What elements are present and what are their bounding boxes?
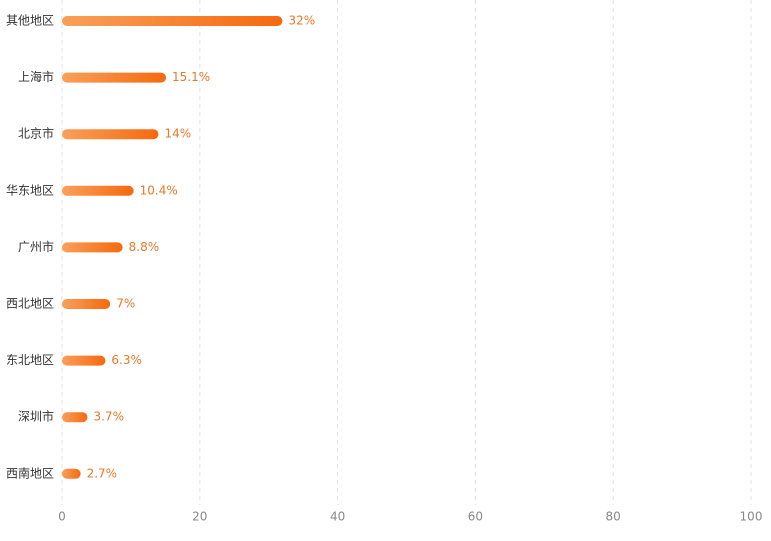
y-tick-label: 北京市	[18, 126, 54, 141]
x-tick-label: 60	[468, 510, 483, 524]
bar	[62, 355, 106, 366]
bar	[62, 16, 283, 26]
value-label: 10.4%	[140, 183, 178, 197]
value-label: 14%	[164, 127, 191, 141]
value-label: 8.8%	[129, 240, 160, 254]
bar	[62, 242, 123, 253]
y-tick-label: 西南地区	[6, 465, 54, 480]
y-tick-label: 深圳市	[18, 409, 54, 424]
x-tick-label: 0	[58, 510, 66, 524]
bar	[62, 72, 167, 83]
x-tick-label: 80	[606, 510, 621, 524]
y-tick-label: 西北地区	[6, 297, 54, 311]
y-tick-label: 东北地区	[6, 353, 54, 367]
y-tick-label: 广州市	[18, 239, 54, 254]
x-tick-label: 20	[192, 510, 207, 524]
value-label: 3.7%	[93, 410, 124, 424]
x-tick-label: 40	[330, 510, 345, 524]
value-label: 15.1%	[172, 70, 210, 84]
value-label: 7%	[116, 297, 135, 311]
bar	[62, 412, 88, 423]
bar	[62, 185, 134, 196]
value-label: 6.3%	[111, 353, 142, 367]
value-label: 32%	[288, 14, 315, 28]
value-label: 2.7%	[87, 466, 118, 480]
y-tick-label: 上海市	[18, 69, 54, 84]
y-tick-label: 华东地区	[6, 183, 54, 197]
bar	[62, 468, 81, 479]
x-tick-label: 100	[740, 510, 763, 524]
y-tick-label: 其他地区	[6, 14, 54, 28]
bar	[62, 299, 111, 309]
bar	[62, 129, 159, 140]
